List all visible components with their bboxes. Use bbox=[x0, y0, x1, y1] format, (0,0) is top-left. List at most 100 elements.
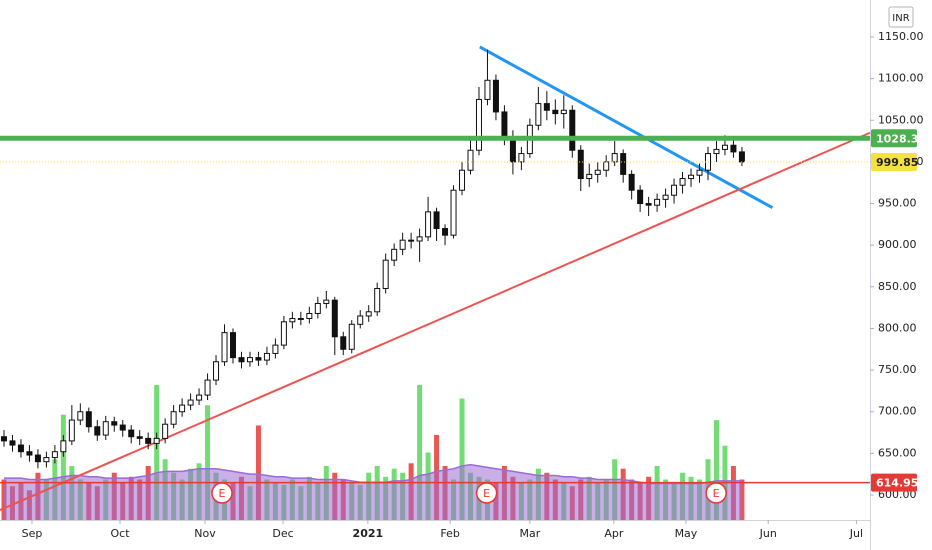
candle-body bbox=[704, 153, 711, 171]
candle-body bbox=[654, 198, 661, 206]
candle-body bbox=[391, 248, 398, 261]
candle-body bbox=[433, 211, 440, 230]
x-tick-label: Feb bbox=[440, 527, 459, 540]
x-tick-label: Oct bbox=[111, 527, 131, 540]
candle-body bbox=[552, 109, 559, 115]
candle-body bbox=[263, 352, 270, 361]
candle-body bbox=[221, 332, 228, 363]
candle-body bbox=[492, 79, 499, 113]
price-label: 999.85 bbox=[876, 156, 918, 169]
x-tick-label: Apr bbox=[604, 527, 624, 540]
y-tick-label: 750.00 bbox=[878, 363, 917, 376]
candle-body bbox=[662, 194, 669, 200]
y-tick-label: 650.00 bbox=[878, 446, 917, 459]
y-tick-label: 900.00 bbox=[878, 238, 917, 251]
candle-body bbox=[153, 437, 160, 444]
x-tick-label: Jun bbox=[759, 527, 777, 540]
candle-body bbox=[425, 211, 432, 238]
candle-body bbox=[374, 287, 381, 313]
candle-body bbox=[213, 361, 220, 381]
candle-body bbox=[306, 312, 313, 319]
candle-body bbox=[9, 440, 16, 446]
x-tick-label: Nov bbox=[194, 527, 216, 540]
volume-bar bbox=[417, 385, 423, 520]
price-label-box bbox=[871, 473, 917, 492]
candle-body bbox=[297, 317, 304, 320]
price-label: 614.95 bbox=[876, 477, 918, 490]
price-label: 1028.35 bbox=[876, 132, 926, 145]
y-tick-label: 950.00 bbox=[878, 197, 917, 210]
candle-body bbox=[679, 178, 686, 186]
x-tick-label: Mar bbox=[519, 527, 540, 540]
candle-body bbox=[51, 451, 58, 459]
candle-body bbox=[128, 429, 135, 438]
candle-body bbox=[17, 444, 24, 453]
candle-body bbox=[637, 189, 644, 205]
candle-body bbox=[348, 323, 355, 350]
trendline bbox=[479, 45, 774, 210]
candle-body bbox=[467, 149, 474, 171]
candle-body bbox=[738, 151, 745, 163]
currency-box bbox=[888, 6, 914, 28]
candle-body bbox=[671, 184, 678, 196]
candle-body bbox=[314, 302, 321, 314]
candle-body bbox=[442, 228, 449, 236]
candle-body bbox=[594, 169, 601, 175]
y-tick-label: 1150.00 bbox=[878, 30, 924, 43]
candle-body bbox=[569, 109, 576, 151]
volume-bar bbox=[459, 398, 465, 520]
event-marker bbox=[475, 482, 498, 504]
candle-body bbox=[230, 332, 237, 359]
candle-body bbox=[399, 239, 406, 250]
candle-body bbox=[603, 161, 610, 171]
candle-body bbox=[187, 399, 194, 406]
candle-body bbox=[34, 454, 41, 463]
y-tick-label: 800.00 bbox=[878, 321, 917, 334]
candle-body bbox=[416, 236, 423, 242]
candle-body bbox=[196, 394, 203, 401]
currency: INR bbox=[892, 13, 909, 24]
candle-body bbox=[543, 103, 550, 111]
candle-body bbox=[713, 148, 720, 155]
candle-body bbox=[145, 437, 152, 444]
candle-body bbox=[475, 98, 482, 151]
candle-body bbox=[246, 357, 253, 363]
candle-body bbox=[179, 404, 186, 413]
candle-body bbox=[620, 153, 627, 175]
candle-body bbox=[272, 344, 279, 354]
x-tick-label: 2021 bbox=[353, 527, 384, 540]
candle-body bbox=[26, 451, 33, 456]
candle-body bbox=[459, 169, 466, 191]
candle-body bbox=[331, 299, 338, 338]
event-label: E bbox=[218, 487, 225, 500]
price-label-box bbox=[871, 129, 917, 148]
candle-body bbox=[340, 336, 347, 350]
candle-body bbox=[382, 259, 389, 289]
volume-ma-area bbox=[3, 464, 742, 520]
candle-body bbox=[102, 421, 109, 436]
candle-body bbox=[289, 317, 296, 323]
event-marker bbox=[211, 482, 233, 504]
candle-body bbox=[60, 440, 67, 453]
candle-body bbox=[586, 173, 593, 180]
candle-body bbox=[628, 173, 635, 191]
y-tick-label: 1050.00 bbox=[878, 113, 924, 126]
candle-body bbox=[119, 424, 126, 431]
candle-body bbox=[94, 426, 101, 436]
candle-body bbox=[577, 149, 584, 180]
candle-body bbox=[136, 436, 143, 439]
volume-bar bbox=[1, 479, 7, 520]
candle-body bbox=[323, 299, 330, 304]
trendline bbox=[0, 131, 871, 511]
candle-body bbox=[688, 174, 695, 180]
x-tick-label: May bbox=[675, 527, 698, 540]
y-tick-label: 700.00 bbox=[878, 405, 917, 418]
x-tick-label: Dec bbox=[272, 527, 293, 540]
volume-bar bbox=[255, 425, 261, 520]
candle-body bbox=[696, 169, 703, 176]
candle-body bbox=[85, 411, 92, 428]
candle-body bbox=[450, 189, 457, 236]
candle-body bbox=[518, 153, 525, 163]
price-label-box bbox=[871, 153, 917, 172]
